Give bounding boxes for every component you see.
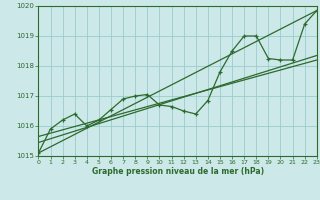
X-axis label: Graphe pression niveau de la mer (hPa): Graphe pression niveau de la mer (hPa) (92, 167, 264, 176)
